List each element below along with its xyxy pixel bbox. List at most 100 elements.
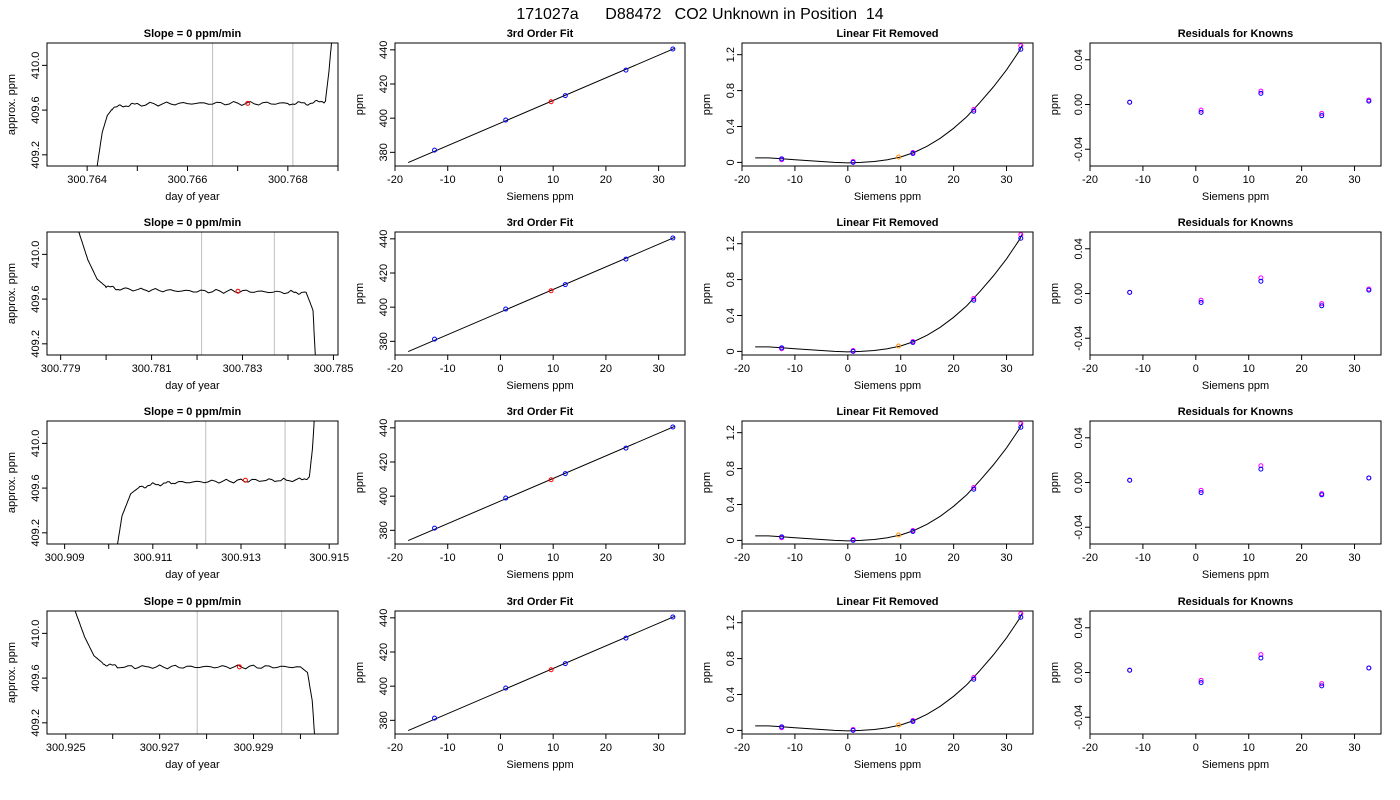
known-point	[1258, 90, 1264, 96]
x-axis-label: Siemens ppm	[506, 569, 573, 581]
x-tick-label: -20	[734, 552, 750, 564]
known-point	[850, 348, 856, 354]
known-point-ref	[1319, 301, 1325, 307]
known-point	[562, 93, 568, 99]
y-tick-label: -0.04	[1073, 515, 1085, 540]
x-axis-label: day of year	[165, 380, 220, 392]
x-tick-label: 0	[497, 742, 503, 754]
known-point	[1258, 466, 1264, 472]
known-point	[971, 297, 977, 303]
x-tick-label: 30	[1000, 363, 1012, 375]
x-tick-label: -10	[1135, 552, 1151, 564]
x-tick-label: -20	[1082, 552, 1098, 564]
y-tick-label: 420	[378, 453, 390, 471]
y-tick-label: 0.8	[725, 651, 737, 666]
known-point	[1319, 683, 1325, 689]
unknown-point	[896, 343, 902, 349]
known-point	[503, 495, 509, 501]
y-tick-label: 0.00	[1073, 94, 1085, 115]
plot-area	[755, 611, 1024, 733]
x-axis-label: Siemens ppm	[1202, 380, 1269, 392]
known-point	[1366, 287, 1372, 293]
known-point	[1018, 235, 1024, 241]
panel-13: Residuals for Knowns -20 -10 0 10 20 30 -0.04 0.…	[1049, 28, 1382, 203]
x-tick-label: 300.783	[223, 363, 263, 375]
y-axis-label: ppm	[1049, 283, 1061, 304]
plot-frame	[1089, 231, 1382, 356]
known-point	[1319, 113, 1325, 119]
x-tick-label: 0	[845, 552, 851, 564]
x-tick-label: -20	[387, 742, 403, 754]
y-tick-label: 440	[378, 230, 390, 248]
x-axis-label: Siemens ppm	[854, 380, 921, 392]
x-tick-label: 0	[1193, 552, 1199, 564]
known-point	[432, 715, 438, 721]
x-tick-label: 30	[1348, 174, 1360, 186]
x-axis-label: day of year	[165, 569, 220, 581]
known-point	[432, 525, 438, 531]
x-tick-label: 10	[895, 174, 907, 186]
mean-marker	[235, 288, 241, 294]
y-tick-label: 440	[378, 419, 390, 437]
y-tick-label: 0.04	[1073, 427, 1085, 448]
y-tick-label: 420	[378, 264, 390, 282]
x-tick-label: 20	[1296, 363, 1308, 375]
y-axis-label: ppm	[701, 472, 713, 493]
x-tick-label: 30	[1000, 742, 1012, 754]
fit-curve	[755, 422, 1023, 542]
panel-title: Slope = 0 ppm/min	[144, 217, 242, 229]
known-point-ref	[1198, 677, 1204, 683]
panel-title: Linear Fit Removed	[836, 217, 938, 229]
x-tick-label: -20	[1082, 174, 1098, 186]
x-axis-label: day of year	[165, 759, 220, 771]
panel-title: Linear Fit Removed	[836, 28, 938, 40]
plot-frame	[46, 610, 339, 735]
known-point	[971, 676, 977, 682]
panel-5: 3rd Order Fit -20 -10 0 10 20 30 380 400 420 440 Si…	[354, 28, 686, 203]
x-tick-label: 30	[1000, 174, 1012, 186]
x-tick-label: 10	[547, 174, 559, 186]
y-tick-label: -0.04	[1073, 137, 1085, 162]
known-point-ref	[971, 295, 977, 301]
x-tick-label: 300.781	[132, 363, 172, 375]
known-point	[779, 345, 785, 351]
plot-frame	[1089, 610, 1382, 735]
x-tick-label: 20	[600, 742, 612, 754]
known-point	[623, 256, 629, 262]
y-tick-label: 440	[378, 609, 390, 627]
x-tick-label: 300.764	[67, 174, 107, 186]
x-tick-label: 0	[497, 552, 503, 564]
known-point	[1127, 289, 1133, 295]
known-point	[1198, 680, 1204, 686]
known-point	[1258, 655, 1264, 661]
x-tick-label: 30	[1000, 552, 1012, 564]
x-axis-label: Siemens ppm	[854, 569, 921, 581]
panel-title: Residuals for Knowns	[1178, 596, 1294, 608]
known-point-ref	[1198, 487, 1204, 493]
x-tick-label: 0	[1193, 363, 1199, 375]
plot-frame	[46, 42, 339, 167]
plot-frame	[394, 42, 686, 167]
plot-area	[755, 232, 1024, 354]
known-point	[1366, 98, 1372, 104]
known-point	[623, 635, 629, 641]
plot-frame	[741, 231, 1034, 356]
known-point	[850, 159, 856, 165]
x-tick-label: 20	[948, 552, 960, 564]
fit-line	[407, 616, 675, 732]
y-axis-label: approx. ppm	[6, 263, 18, 324]
plot-area	[96, 43, 332, 166]
panel-8: 3rd Order Fit -20 -10 0 10 20 30 380 400 420 440 Si…	[354, 596, 686, 771]
x-tick-label: 20	[1296, 742, 1308, 754]
x-tick-label: 20	[1296, 552, 1308, 564]
fit-line	[407, 237, 675, 353]
panel-4: Slope = 0 ppm/min 300.925 300.927 300.929 40…	[6, 596, 339, 771]
plot-frame	[741, 42, 1034, 167]
x-tick-label: 20	[600, 363, 612, 375]
plot-area	[117, 421, 315, 544]
known-point-ref	[1319, 110, 1325, 116]
known-point	[503, 117, 509, 123]
panel-title: Slope = 0 ppm/min	[144, 406, 242, 418]
known-point-ref	[971, 484, 977, 490]
y-axis-label: ppm	[1049, 94, 1061, 115]
